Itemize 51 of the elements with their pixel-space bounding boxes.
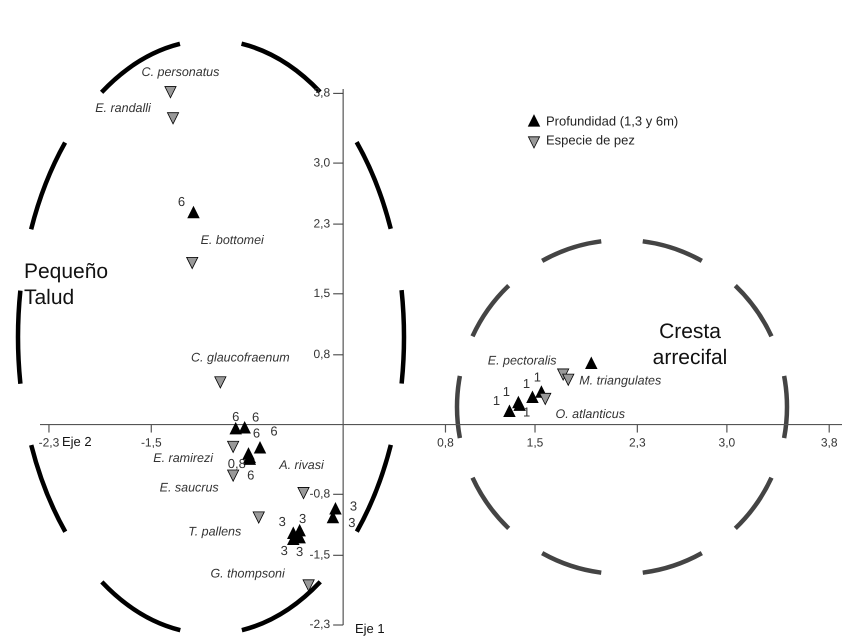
annotation: 6 bbox=[252, 425, 260, 440]
data-label: O. atlanticus bbox=[556, 406, 625, 421]
y-tick-label: -1,5 bbox=[309, 547, 330, 562]
annotation: 1 bbox=[522, 376, 530, 391]
legend-label: Especie de pez bbox=[546, 132, 635, 148]
y-tick-label: 1,5 bbox=[313, 286, 330, 300]
y-tick-label: 3,8 bbox=[313, 86, 330, 100]
data-label: A. rivasi bbox=[278, 458, 325, 472]
x-tick-label: -1,5 bbox=[140, 436, 162, 450]
annotation: 6 bbox=[178, 194, 186, 210]
y-tick-label: 0,8 bbox=[313, 346, 330, 361]
annotation: 0,8 bbox=[228, 456, 246, 471]
data-label: E. pectoralis bbox=[488, 353, 557, 368]
data-label: E. bottomei bbox=[200, 232, 266, 247]
data-label: E. saucrus bbox=[160, 480, 219, 495]
x-tick-label: 2,3 bbox=[629, 436, 646, 450]
annotation: 6 bbox=[252, 409, 260, 424]
annotation: 6 bbox=[270, 423, 278, 438]
annotation: 3 bbox=[278, 514, 286, 529]
annotation: 1 bbox=[492, 392, 500, 408]
annotation: 3 bbox=[296, 544, 304, 560]
annotation: Eje 1 bbox=[355, 621, 385, 636]
x-tick-label: 3,0 bbox=[718, 436, 736, 450]
y-tick-label: -0,8 bbox=[309, 486, 330, 500]
data-label: E. ramirezi bbox=[153, 450, 214, 465]
annotation: 3 bbox=[350, 498, 358, 514]
data-label: C. personatus bbox=[142, 65, 220, 80]
y-tick-label: 2,3 bbox=[313, 216, 330, 230]
data-label: E. randalli bbox=[95, 101, 152, 116]
x-tick-label: 1,5 bbox=[526, 436, 544, 450]
x-tick-label: 0,8 bbox=[437, 436, 454, 450]
data-label: C. glaucofraenum bbox=[191, 350, 290, 364]
data-label: G. thompsoni bbox=[210, 566, 286, 580]
data-label: M. triangulates bbox=[579, 374, 662, 388]
x-tick-label: -2,3 bbox=[38, 436, 60, 450]
annotation: 6 bbox=[247, 468, 254, 483]
annotation: 3 bbox=[348, 515, 356, 530]
y-tick-label: -2,3 bbox=[309, 617, 330, 632]
annotation: Eje 2 bbox=[62, 434, 92, 449]
annotation: 1 bbox=[523, 404, 530, 420]
annotation: Cresta arrecifal bbox=[652, 320, 728, 369]
annotation: 1 bbox=[534, 370, 542, 385]
annotation: 3 bbox=[280, 542, 288, 558]
annotation: 3 bbox=[299, 511, 306, 526]
legend-label: Profundidad (1,3 y 6m) bbox=[546, 113, 678, 128]
annotation: Pequeño Talud bbox=[24, 260, 108, 309]
y-tick-label: 3,0 bbox=[313, 155, 330, 170]
annotation: 1 bbox=[502, 384, 510, 400]
data-label: T. pallens bbox=[188, 524, 242, 538]
annotation: 6 bbox=[232, 409, 240, 424]
x-tick-label: 3,8 bbox=[820, 436, 838, 450]
